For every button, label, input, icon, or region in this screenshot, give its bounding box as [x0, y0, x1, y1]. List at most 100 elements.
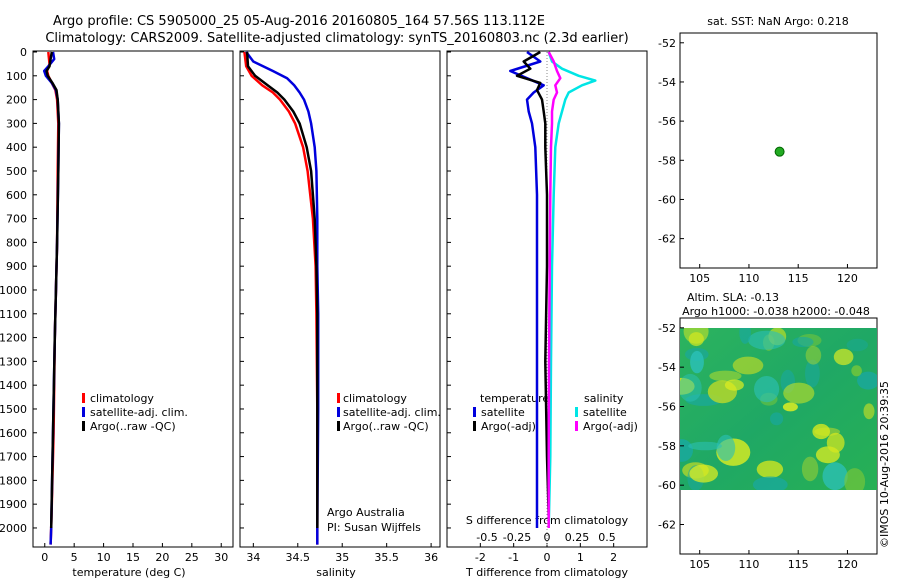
- depth-tick-label: 800: [6, 236, 27, 249]
- sla-anomaly-blob: [709, 370, 742, 382]
- depth-tick-label: 2000: [0, 522, 27, 535]
- salinity-legend-swatch-argo: [337, 421, 340, 431]
- salinity-xtick-label: 36: [424, 551, 438, 564]
- sla-anomaly-blob: [805, 359, 820, 388]
- sla-map-ytick-label: -62: [658, 519, 676, 532]
- sla-anomaly-blob: [756, 460, 784, 478]
- difference-xtick-label: 1: [577, 551, 584, 564]
- location-map-ytick-label: -62: [658, 233, 676, 246]
- temperature-xtick-label: 30: [214, 551, 228, 564]
- sla-anomaly-blob: [739, 328, 751, 344]
- sla-map-xtick-label: 110: [738, 558, 759, 571]
- sla-anomaly-blob: [716, 434, 736, 461]
- difference-xtick-label: -1: [508, 551, 519, 564]
- depth-tick-label: 1200: [0, 332, 27, 345]
- temperature-series-argo-raw-qc: [45, 51, 61, 529]
- salinity-legend-satellite: satellite-adj. clim.: [343, 406, 441, 419]
- depth-tick-label: 1000: [0, 284, 27, 297]
- temperature-panel-frame: [32, 50, 234, 548]
- sla-anomaly-blob: [752, 476, 788, 490]
- sla-anomaly-blob: [688, 332, 704, 347]
- sla-anomaly-blob: [792, 336, 814, 348]
- sla-map-ytick-label: -56: [658, 401, 676, 414]
- temperature-xlabel: temperature (deg C): [72, 566, 185, 579]
- salinity-legend-swatch-satellite: [337, 407, 340, 417]
- sla-map-ytick-label: -58: [658, 440, 676, 453]
- location-map-xtick-label: 110: [738, 272, 759, 285]
- depth-tick-label: 500: [6, 165, 27, 178]
- difference-series-salinity-satellite: [547, 51, 597, 529]
- salinity-series-climatology: [243, 51, 319, 545]
- sla-anomaly-blob: [754, 376, 780, 403]
- sla-anomaly-blob: [732, 356, 764, 375]
- depth-tick-label: 400: [6, 141, 27, 154]
- difference-xtick-label: 0: [544, 551, 551, 564]
- temperature-xtick-label: 25: [185, 551, 199, 564]
- salinity-annotation-line1: Argo Australia: [327, 506, 405, 519]
- difference-legend-swatch-t-argo: [473, 421, 476, 431]
- sla-anomaly-blob: [724, 379, 744, 391]
- sla-anomaly-blob: [782, 402, 798, 412]
- temperature-legend-argo: Argo(..raw -QC): [90, 420, 176, 433]
- difference-legend-swatch-t-sat: [473, 407, 476, 417]
- location-map-ytick-label: -54: [658, 76, 676, 89]
- salinity-panel-frame: [239, 50, 441, 548]
- depth-tick-label: 1900: [0, 498, 27, 511]
- difference-legend-s-argo: Argo(-adj): [583, 420, 638, 433]
- location-map-xtick-label: 105: [689, 272, 710, 285]
- salinity-xlabel: salinity: [316, 566, 356, 579]
- difference-series-temperature-argo-adj: [515, 50, 550, 517]
- difference-legend-title-temperature: temperature: [480, 392, 549, 405]
- sla-map-xtick-label: 120: [837, 558, 858, 571]
- salinity-xtick-label: 35: [335, 551, 349, 564]
- figure-title-line1: Argo profile: CS 5905000_25 05-Aug-2016 …: [53, 14, 545, 29]
- sla-anomaly-blob: [851, 365, 862, 377]
- difference-legend-t-argo: Argo(-adj): [481, 420, 536, 433]
- sla-anomaly-blob: [748, 330, 786, 350]
- salinity-series-satellite-adj-clim: [245, 51, 320, 545]
- sla-anomaly-blob: [805, 346, 822, 365]
- sla-anomaly-blob: [826, 432, 845, 453]
- chart-marks: 0100200300400500600700800900100011001200…: [0, 37, 858, 571]
- salinity-xtick-label: 34.5: [286, 551, 311, 564]
- figure-title-line2: Climatology: CARS2009. Satellite-adjuste…: [45, 31, 628, 46]
- depth-tick-label: 600: [6, 189, 27, 202]
- temperature-xtick-label: 10: [97, 551, 111, 564]
- temperature-legend-climatology: climatology: [90, 392, 154, 405]
- depth-tick-label: 0: [20, 46, 27, 59]
- sla-map-xtick-label: 105: [689, 558, 710, 571]
- sla-anomaly-blob: [822, 462, 848, 490]
- salinity-legend: climatology satellite-adj. clim. Argo(..…: [337, 392, 441, 433]
- difference-legend-t-sat: satellite: [481, 406, 525, 419]
- sla-map-ytick-label: -60: [658, 479, 676, 492]
- depth-tick-label: 900: [6, 260, 27, 273]
- location-map-ytick-label: -60: [658, 193, 676, 206]
- sla-map-title-line2: Argo h1000: -0.038 h2000: -0.048: [682, 305, 870, 318]
- depth-tick-label: 1400: [0, 379, 27, 392]
- difference-s-xtick-label: 0.5: [598, 531, 616, 544]
- salinity-xtick-label: 34: [246, 551, 260, 564]
- difference-s-xtick-label: 0: [544, 531, 551, 544]
- sla-anomaly-blob: [783, 382, 815, 404]
- sla-heatmap-anomalies: [680, 328, 877, 490]
- salinity-xtick-label: 35.5: [374, 551, 399, 564]
- sla-anomaly-blob: [863, 403, 875, 420]
- location-map-frame: [679, 32, 878, 269]
- location-map-title: sat. SST: NaN Argo: 0.218: [707, 15, 848, 28]
- difference-series-salinity-argo-adj: [547, 51, 562, 528]
- temperature-legend-swatch-climatology: [82, 393, 85, 403]
- sla-anomaly-blob: [846, 338, 868, 352]
- depth-tick-label: 1300: [0, 355, 27, 368]
- location-map-ytick-label: -58: [658, 154, 676, 167]
- depth-tick-label: 100: [6, 70, 27, 83]
- depth-tick-label: 1100: [0, 308, 27, 321]
- difference-s-xtick-label: -0.5: [476, 531, 497, 544]
- location-map-xtick-label: 120: [837, 272, 858, 285]
- temperature-legend-swatch-satellite: [82, 407, 85, 417]
- sla-anomaly-blob: [770, 412, 784, 426]
- salinity-legend-swatch-climatology: [337, 393, 340, 403]
- sla-heatmap: [680, 328, 877, 490]
- depth-tick-label: 700: [6, 213, 27, 226]
- difference-xlabel: T difference from climatology: [465, 566, 628, 579]
